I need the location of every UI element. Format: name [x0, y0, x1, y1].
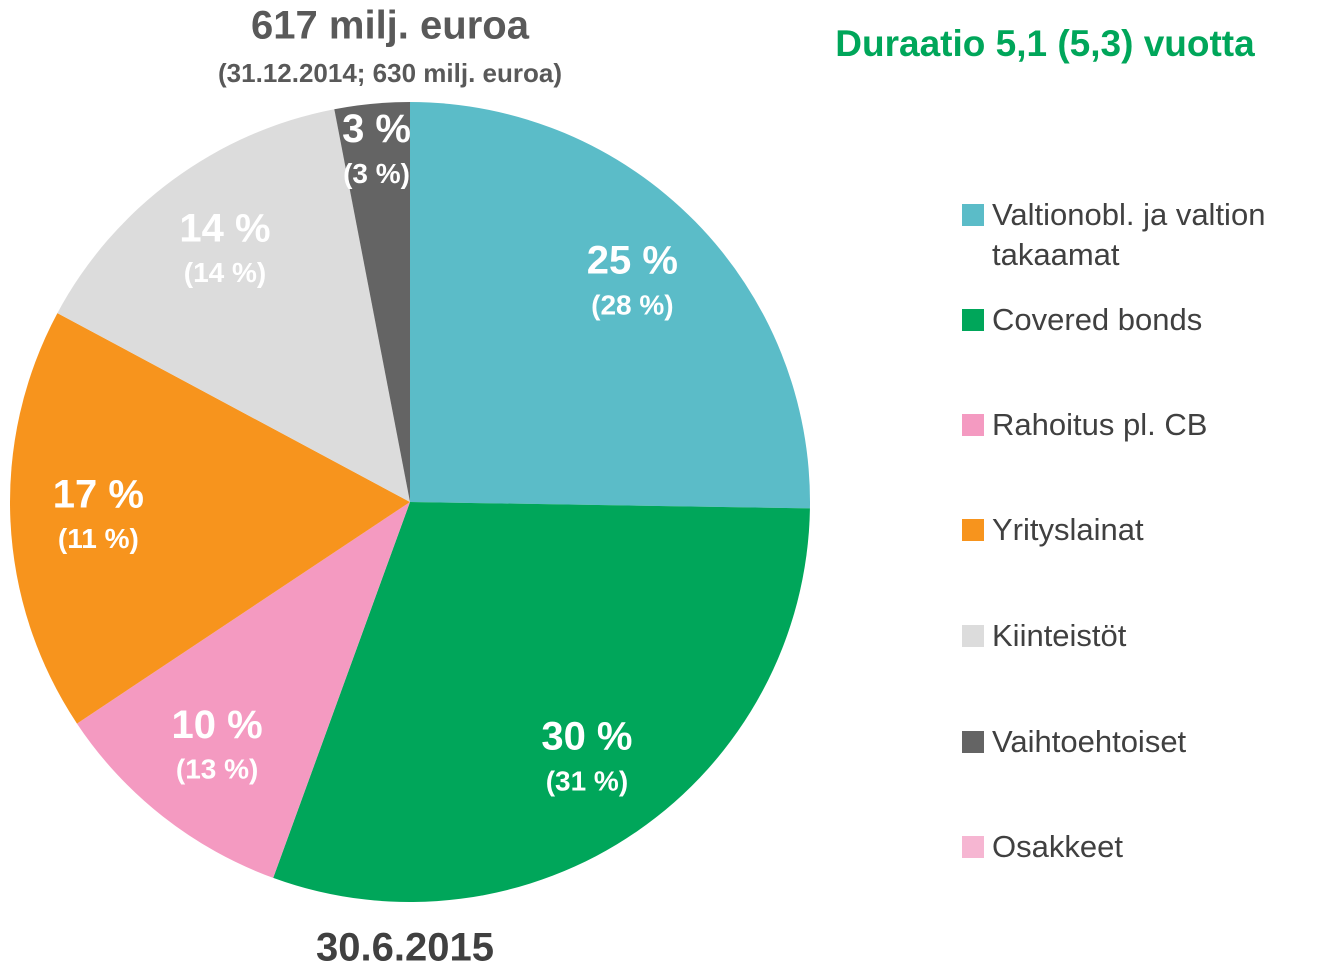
legend-label: Kiinteistöt: [992, 618, 1127, 653]
legend-item: Vaihtoehtoiset: [962, 722, 1329, 762]
legend-item: Valtionobl. ja valtion takaamat: [962, 195, 1329, 275]
legend-swatch: [962, 731, 984, 753]
pie-slice: [334, 102, 410, 502]
annotation: Duraatio 5,1 (5,3) vuotta: [835, 23, 1255, 64]
legend-swatch: [962, 204, 984, 226]
legend-label: Rahoitus pl. CB: [992, 407, 1208, 442]
previous-value-label: (11 %): [58, 523, 139, 554]
legend-item: Rahoitus pl. CB: [962, 405, 1329, 445]
legend-label: Covered bonds: [992, 302, 1203, 337]
value-label: 17 %: [53, 472, 144, 516]
previous-value-label: (31 %): [546, 765, 628, 796]
pie-slice: [76, 502, 411, 878]
legend-item: Covered bonds: [962, 300, 1329, 340]
value-label: 30 %: [541, 715, 632, 759]
legend-swatch: [962, 309, 984, 331]
value-label: 3 %: [342, 107, 411, 151]
chart-subtitle: (31.12.2014; 630 milj. euroa): [218, 58, 562, 88]
legend-item: Yrityslainat: [962, 510, 1329, 550]
value-label: 10 %: [172, 703, 263, 747]
value-label: 14 %: [179, 206, 270, 250]
legend-item: Kiinteistöt: [962, 616, 1329, 656]
legend-label: Valtionobl. ja valtion takaamat: [992, 197, 1266, 272]
x-label: 30.6.2015: [316, 926, 494, 970]
value-label: 25 %: [587, 239, 678, 283]
pie-slice: [9, 313, 410, 724]
legend-label: Yrityslainat: [992, 512, 1144, 547]
previous-value-label: (13 %): [176, 754, 258, 785]
pie-slice: [57, 109, 411, 503]
previous-value-label: (3 %): [343, 158, 410, 189]
pie-slice: [273, 502, 810, 902]
previous-value-label: (28 %): [591, 290, 673, 321]
pie-slice: [410, 102, 810, 509]
legend-swatch: [962, 414, 984, 436]
legend-item: Osakkeet: [962, 827, 1329, 867]
previous-value-label: (14 %): [184, 257, 266, 288]
chart-title: 617 milj. euroa: [251, 4, 530, 48]
legend-label: Vaihtoehtoiset: [992, 724, 1187, 759]
legend-swatch: [962, 519, 984, 541]
legend-swatch: [962, 625, 984, 647]
legend-label: Osakkeet: [992, 829, 1123, 864]
legend-swatch: [962, 836, 984, 858]
